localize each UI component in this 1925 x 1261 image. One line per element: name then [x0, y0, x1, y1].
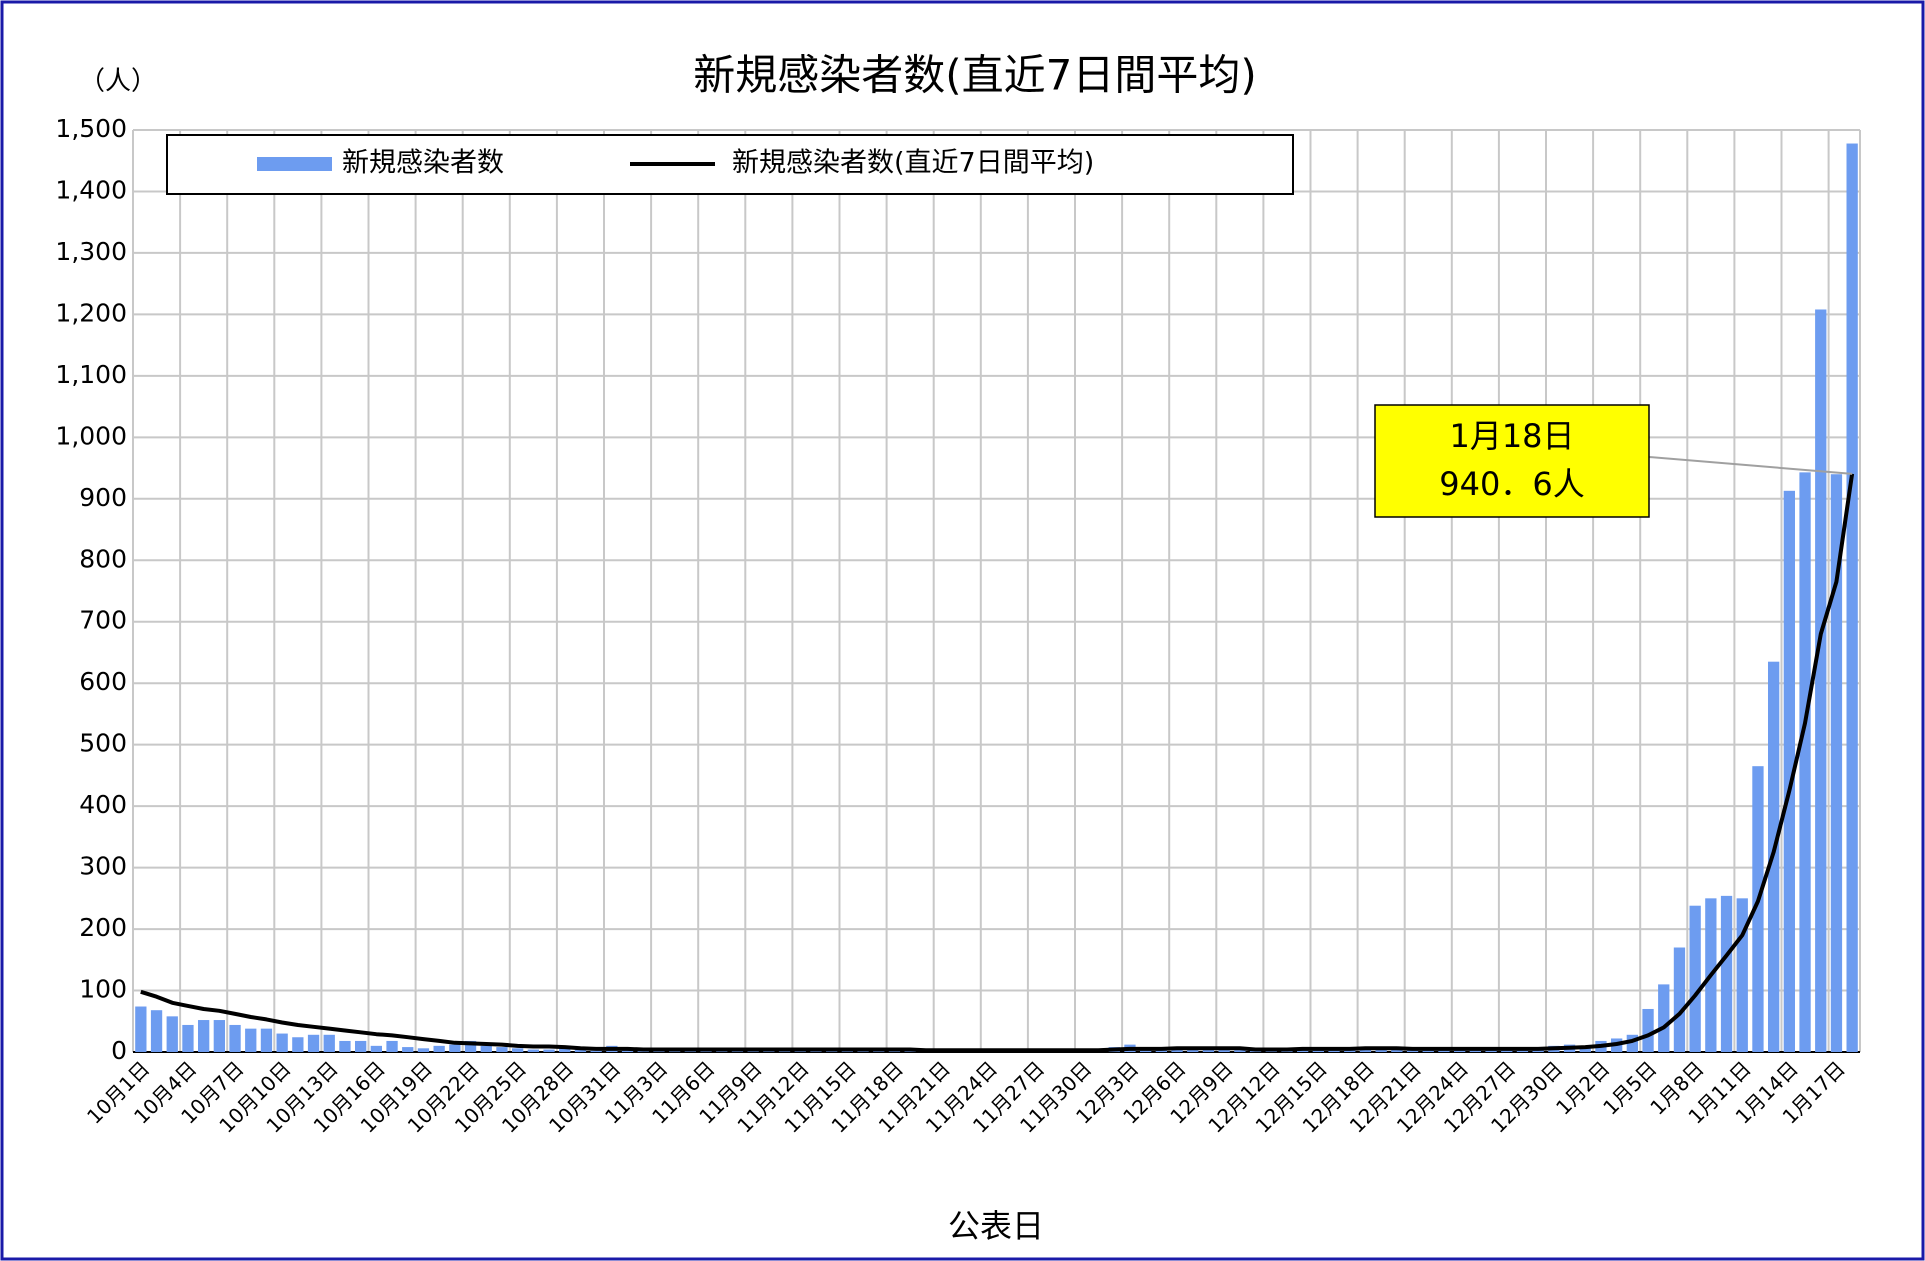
bar — [197, 1020, 210, 1052]
bar — [323, 1034, 335, 1052]
bar — [1234, 1050, 1246, 1052]
y-tick-label: 0 — [111, 1036, 127, 1065]
bar — [386, 1040, 398, 1052]
bar — [1830, 474, 1843, 1052]
bar — [1139, 1050, 1152, 1052]
bar — [354, 1040, 367, 1052]
y-tick-label: 1,000 — [55, 421, 127, 450]
bar — [1720, 895, 1733, 1052]
y-tick-label: 300 — [79, 852, 127, 881]
y-tick-label: 100 — [79, 975, 127, 1004]
bar — [527, 1049, 540, 1052]
y-tick-label: 1,200 — [55, 298, 127, 327]
bar — [150, 1010, 163, 1052]
bar — [1783, 490, 1796, 1052]
legend-label: 新規感染者数(直近7日間平均) — [732, 148, 1094, 179]
bar — [1799, 472, 1811, 1052]
bar — [464, 1040, 477, 1052]
y-tick-label: 500 — [79, 729, 127, 758]
bar — [574, 1049, 587, 1052]
bar — [1689, 905, 1701, 1052]
bar — [276, 1033, 288, 1052]
bar — [417, 1048, 430, 1052]
bar — [1391, 1049, 1403, 1052]
bar — [229, 1024, 241, 1052]
bar — [449, 1044, 461, 1052]
bar — [339, 1040, 351, 1052]
bar — [292, 1037, 304, 1052]
legend-box — [166, 134, 1294, 195]
bar — [135, 1006, 147, 1052]
legend-swatch — [257, 157, 332, 171]
bar — [496, 1047, 508, 1052]
annotation-leader — [1648, 456, 1853, 475]
bar — [1752, 766, 1764, 1052]
y-tick-label: 600 — [79, 667, 127, 696]
bar — [543, 1049, 555, 1052]
bar — [1736, 898, 1748, 1052]
line — [140, 473, 1855, 1053]
y-tick-label: 1,400 — [55, 175, 127, 204]
marks — [135, 143, 1858, 1053]
bar — [511, 1048, 524, 1052]
legend: 新規感染者数 新規感染者数(直近7日間平均) — [166, 134, 1294, 195]
y-tick-label: 1,500 — [55, 114, 127, 143]
y-tick-label: 800 — [79, 544, 127, 573]
bar — [1815, 309, 1827, 1052]
y-tick-label: 1,100 — [55, 360, 127, 389]
legend-label: 新規感染者数 — [342, 148, 504, 179]
x-axis-title: 公表日 — [948, 1207, 1044, 1245]
bar — [213, 1020, 226, 1052]
bar — [370, 1045, 383, 1052]
bar — [1642, 1008, 1654, 1052]
annotation-box — [1374, 404, 1650, 518]
bar — [402, 1047, 414, 1052]
y-tick-label: 200 — [79, 913, 127, 942]
bar — [480, 1045, 492, 1052]
bar — [559, 1048, 571, 1052]
y-tick-label: 400 — [79, 790, 127, 819]
y-tick-label: 900 — [79, 483, 127, 512]
bar — [1673, 947, 1686, 1052]
bar — [1658, 984, 1670, 1052]
bar — [1218, 1048, 1230, 1052]
y-tick-label: 700 — [79, 606, 127, 635]
bar — [590, 1050, 602, 1052]
y-unit: （人） — [79, 67, 157, 97]
bar — [182, 1024, 194, 1052]
bar — [245, 1028, 257, 1052]
bar — [260, 1028, 273, 1052]
chart-title: 新規感染者数(直近7日間平均) — [693, 51, 1257, 100]
bar — [433, 1045, 445, 1052]
bar — [1626, 1034, 1639, 1052]
annotation-text: 1月18日 — [1449, 417, 1574, 455]
bar — [307, 1034, 320, 1052]
y-tick-label: 1,300 — [55, 237, 127, 266]
bar — [1846, 143, 1858, 1053]
annotation-text: 940．6人 — [1439, 465, 1584, 503]
bar — [166, 1016, 178, 1052]
bar — [1187, 1049, 1199, 1052]
